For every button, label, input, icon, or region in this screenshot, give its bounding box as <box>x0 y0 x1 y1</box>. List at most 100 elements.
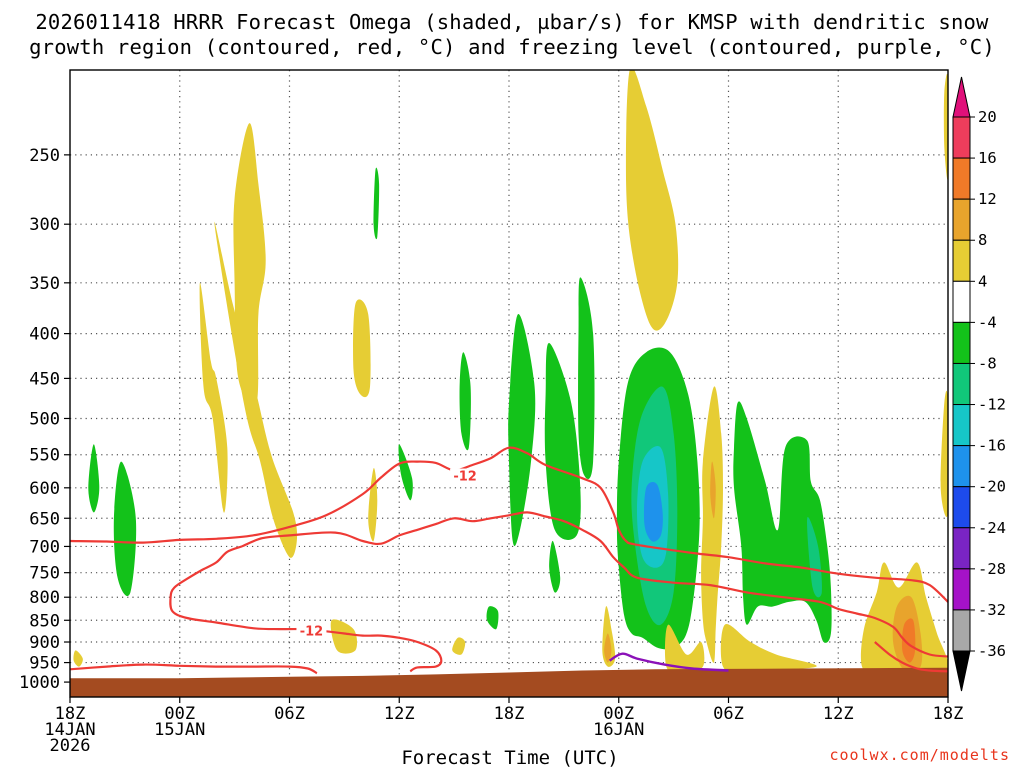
omega-region-neg-d <box>398 444 413 501</box>
omega-region-pos-l <box>720 624 817 672</box>
colorbar-swatch <box>952 486 971 529</box>
omega-region-neg-c <box>373 167 380 240</box>
omega-region-pos-f <box>330 619 358 654</box>
dgz-minus12-lower <box>169 545 443 673</box>
y-tick-label: 700 <box>29 537 60 557</box>
omega-region-neg-a <box>88 444 100 513</box>
omega-region-neg-e <box>459 352 471 451</box>
omega-region-neg-i <box>578 277 595 480</box>
colorbar-swatch <box>952 116 971 159</box>
colorbar: 20 16 12 8 4 -4 -8 -12 -16 -20 -24 -28 -32 -36 <box>952 76 1006 692</box>
y-tick-label: 350 <box>29 274 60 294</box>
colorbar-swatch <box>952 609 971 652</box>
y-tick-label: 550 <box>29 446 60 466</box>
y-tick-label: 750 <box>29 564 60 584</box>
colorbar-label: -36 <box>978 642 1006 660</box>
colorbar-top-arrow <box>952 76 971 118</box>
x-tick-label: 06Z <box>713 704 744 724</box>
dgz-minus12-upper <box>70 446 948 603</box>
dgz-contour-label: -12 <box>453 470 477 485</box>
y-tick-label: 1000 <box>19 673 60 693</box>
dgz-minus12-bottom <box>70 663 318 675</box>
omega-region-neg-l <box>733 401 832 643</box>
omega-region-neg-g <box>486 606 499 630</box>
colorbar-label: -32 <box>978 601 1006 619</box>
ground-surface <box>70 667 948 697</box>
omega-shaded-regions <box>73 70 948 676</box>
omega-region-pos-e <box>368 468 378 542</box>
omega-region-pos-h <box>625 70 679 331</box>
y-tick-label: 250 <box>29 146 60 166</box>
freezing-level-0C <box>608 652 729 672</box>
x-axis-label: Forecast Time (UTC) <box>401 747 618 768</box>
omega-region-neg-j <box>549 540 561 593</box>
colorbar-label: -4 <box>978 313 997 331</box>
x-tick-label: 18Z <box>933 704 964 724</box>
colorbar-swatch <box>952 239 971 282</box>
y-tick-label: 650 <box>29 509 60 529</box>
colorbar-label: -8 <box>978 354 997 372</box>
colorbar-label: -24 <box>978 519 1006 537</box>
colorbar-label: -12 <box>978 396 1006 414</box>
colorbar-swatch <box>952 445 971 488</box>
colorbar-label: -20 <box>978 478 1006 496</box>
omega-region-negw-l <box>807 517 823 598</box>
y-tick-label: 600 <box>29 479 60 499</box>
colorbar-label: 12 <box>978 190 997 208</box>
omega-region-pos8-j <box>604 633 612 663</box>
colorbar-label: -28 <box>978 560 1006 578</box>
omega-region-neg-f <box>508 313 536 547</box>
colorbar-swatch <box>952 321 971 364</box>
omega-region-neg-b <box>113 461 137 597</box>
colorbar-swatch <box>952 157 971 200</box>
omega-region-pos-c <box>233 123 266 407</box>
omega-region-negb-k <box>643 482 663 542</box>
dgz-label-bg <box>296 623 327 638</box>
x-tick-label: 18Z <box>55 704 86 724</box>
y-tick-label: 500 <box>29 409 60 429</box>
x-tick-label: 00Z <box>164 704 195 724</box>
omega-region-pos12-m <box>901 618 916 663</box>
y-tick-label: 300 <box>29 215 60 235</box>
omega-region-pos-i <box>701 386 723 663</box>
colorbar-label: 20 <box>978 108 997 126</box>
colorbar-swatch <box>952 280 971 323</box>
x-tick-label: 12Z <box>384 704 415 724</box>
credit-text: coolwx.com/modelts <box>829 746 1010 764</box>
x-tick-label: 15JAN <box>154 720 205 740</box>
omega-region-pos-a <box>199 282 228 513</box>
colorbar-label: 16 <box>978 149 997 167</box>
y-axis-ticks: 2503003504004505005506006507007508008509… <box>19 146 70 693</box>
dgz-minus12-tail <box>874 641 948 673</box>
dgz-contour-label: -12 <box>300 625 324 640</box>
x-tick-label: 18Z <box>494 704 525 724</box>
omega-region-pos-n <box>940 390 948 518</box>
omega-region-neg-h <box>544 342 581 541</box>
x-tick-label: 12Z <box>823 704 854 724</box>
omega-region-pos-o <box>943 73 948 180</box>
colorbar-label: -16 <box>978 437 1006 455</box>
omega-region-pos-p <box>73 650 83 667</box>
x-tick-label: 16JAN <box>593 720 644 740</box>
x-tick-label: 2026 <box>50 736 91 756</box>
x-tick-label: 06Z <box>274 704 305 724</box>
omega-region-pos-g <box>452 637 466 655</box>
dgz-label-bg <box>450 468 481 483</box>
y-tick-label: 850 <box>29 611 60 631</box>
colorbar-swatch <box>952 527 971 570</box>
colorbar-swatch <box>952 404 971 447</box>
omega-region-pos8-i <box>710 461 716 519</box>
y-tick-label: 450 <box>29 369 60 389</box>
colorbar-swatch <box>952 362 971 406</box>
x-tick-label: 00Z <box>603 704 634 724</box>
y-tick-label: 800 <box>29 588 60 608</box>
y-tick-label: 400 <box>29 325 60 345</box>
omega-region-pos-d <box>353 299 371 398</box>
y-tick-label: 950 <box>29 654 60 674</box>
dgz-minus12-inner <box>241 511 948 658</box>
y-tick-label: 900 <box>29 633 60 653</box>
omega-region-pos-k <box>664 624 705 673</box>
chart-title-line-1: 2026011418 HRRR Forecast Omega (shaded, … <box>35 10 989 34</box>
